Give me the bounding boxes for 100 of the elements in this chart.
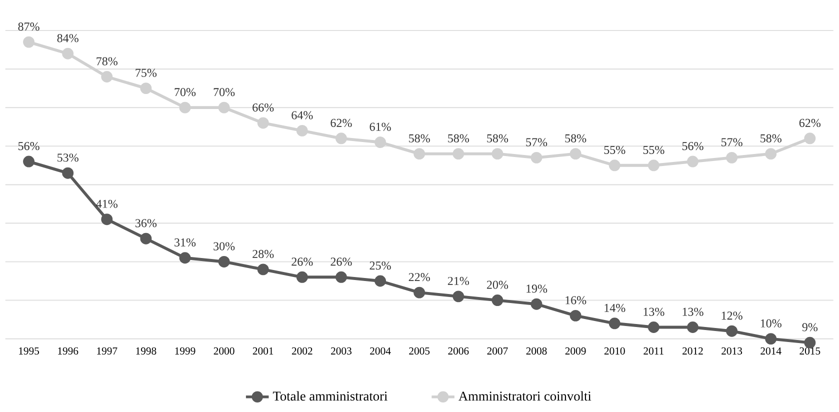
point [608,318,620,330]
data-label: 84% [57,34,78,42]
point [765,333,777,345]
x-tick-label: 2009 [565,347,586,355]
data-label: 25% [370,261,391,270]
x-tick-label: 2007 [487,347,508,355]
data-label: 55% [643,146,664,154]
point [530,152,542,164]
point [570,148,582,160]
point [374,136,386,148]
point [374,275,386,287]
x-tick-label: 1997 [97,347,118,355]
data-label: 41% [96,200,118,208]
x-tick-label: 1999 [175,347,196,355]
point [530,298,542,310]
data-label: 87% [18,22,40,31]
x-tick-label: 2001 [252,347,274,355]
point [218,256,230,268]
point [257,117,269,129]
x-tick-label: 1995 [19,347,40,355]
data-label: 56% [18,142,40,150]
data-label: 13% [682,308,704,316]
point [687,322,698,333]
data-label: 31% [174,238,196,247]
point [23,36,35,48]
point [62,48,74,60]
legend-label: Amministratori coinvolti [458,391,592,401]
point [726,325,738,337]
point [726,152,738,164]
data-label: 28% [252,250,274,258]
x-tick-label: 2003 [331,347,352,355]
legend-label: Totale amministratori [272,391,388,401]
data-label: 58% [448,134,469,142]
data-label: 58% [565,134,586,142]
data-label: 21% [448,276,469,286]
x-tick-label: 2004 [370,347,391,355]
x-tick-label: 2002 [292,347,312,355]
data-label: 9% [802,323,818,332]
data-label: 66% [252,103,274,112]
x-tick-label: 2006 [448,347,469,355]
data-label: 64% [292,111,313,120]
data-label: 30% [214,242,235,250]
data-label: 22% [408,273,430,282]
point [257,264,269,276]
data-label: 70% [214,88,235,96]
x-tick-label: 1998 [136,347,156,355]
point [414,148,426,160]
data-label: 75% [136,68,157,77]
point [452,148,464,160]
data-label: 16% [566,296,586,304]
point [492,294,504,306]
point [140,82,152,94]
data-label: 58% [760,134,782,142]
point [179,252,191,264]
data-label: 19% [526,284,548,293]
data-label: 53% [58,154,78,162]
point [414,286,426,298]
x-tick-label: 2010 [604,347,625,355]
point [452,290,464,302]
data-label: 70% [174,88,196,96]
point [218,102,230,114]
point [687,156,698,168]
data-label: 57% [526,138,548,146]
point [765,148,777,160]
data-label: 58% [409,134,430,142]
x-tick-label: 2005 [409,347,430,355]
point [101,214,113,226]
data-label: 26% [292,258,313,266]
point [62,167,74,179]
x-tick-label: 2013 [722,347,742,355]
point [296,271,308,283]
data-label: 14% [604,304,626,312]
data-label: 20% [486,280,508,289]
point [608,160,620,172]
point [23,156,35,168]
x-tick-label: 2000 [214,347,234,355]
data-label: 13% [644,308,664,316]
point [570,310,582,322]
point [492,148,504,160]
point [140,232,152,244]
data-label: 56% [682,142,704,150]
point [335,271,347,283]
point [648,160,660,172]
x-tick-label: 2012 [682,347,703,355]
data-label: 58% [487,134,508,142]
point [804,132,816,144]
x-tick-label: 2014 [760,347,782,355]
data-label: 26% [330,258,352,266]
data-label: 57% [721,138,742,146]
data-label: 10% [760,319,782,328]
x-tick-label: 2015 [800,347,820,355]
data-label: 12% [722,312,742,320]
data-label: 61% [370,122,391,131]
data-label: 62% [799,118,821,128]
x-tick-label: 2011 [644,347,664,355]
data-label: 55% [604,146,626,154]
point [648,322,660,333]
point [296,124,308,136]
x-tick-label: 1996 [58,347,78,355]
x-tick-label: 2008 [526,347,547,355]
